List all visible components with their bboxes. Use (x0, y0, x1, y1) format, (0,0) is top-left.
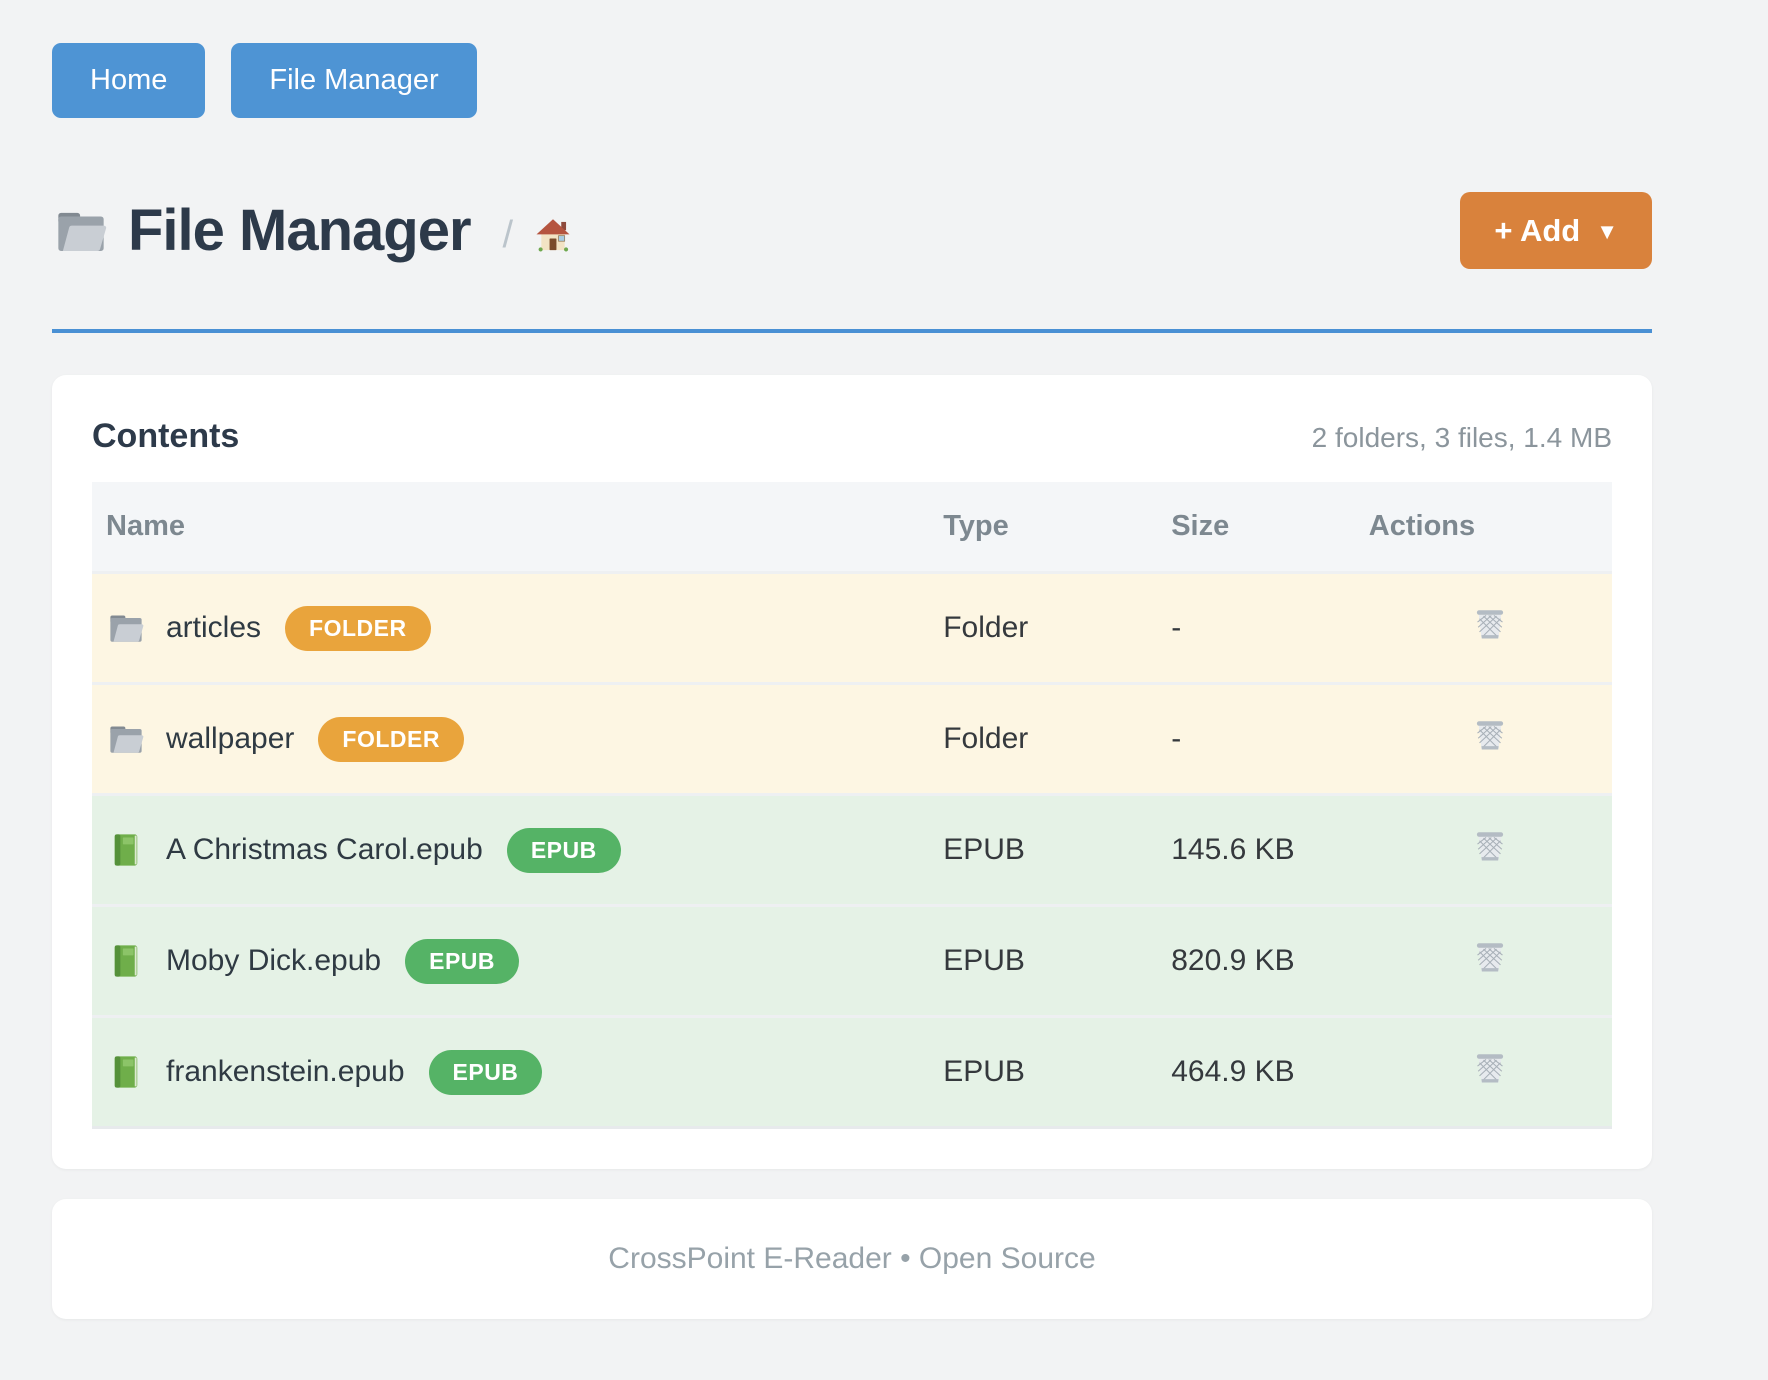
page-title: File Manager (128, 198, 472, 263)
trash-icon (1469, 603, 1511, 645)
delete-button[interactable] (1469, 603, 1511, 645)
contents-card: Contents 2 folders, 3 files, 1.4 MB Name… (52, 375, 1652, 1169)
add-button-label: + Add (1494, 212, 1581, 248)
folder-icon (106, 608, 146, 648)
item-size: 464.9 KB (1171, 1015, 1369, 1129)
item-name-link[interactable]: frankenstein.epub (166, 1055, 405, 1088)
delete-button[interactable] (1469, 825, 1511, 867)
column-header-type: Type (943, 482, 1172, 573)
contents-card-header: Contents 2 folders, 3 files, 1.4 MB (92, 417, 1612, 456)
delete-button[interactable] (1469, 1047, 1511, 1089)
type-badge: FOLDER (318, 716, 464, 762)
item-name-link[interactable]: articles (166, 611, 262, 644)
column-header-actions: Actions (1368, 482, 1612, 573)
item-size: - (1171, 682, 1369, 795)
footer-text: CrossPoint E-Reader • Open Source (608, 1242, 1096, 1275)
delete-button[interactable] (1469, 714, 1511, 756)
breadcrumb-separator: / (502, 214, 514, 256)
item-type: EPUB (943, 793, 1172, 906)
item-name-link[interactable]: wallpaper (166, 722, 295, 755)
top-nav: Home File Manager (52, 43, 1652, 118)
nav-file-manager-button[interactable]: File Manager (231, 43, 477, 118)
item-size: 145.6 KB (1171, 793, 1369, 906)
item-type: EPUB (943, 904, 1172, 1017)
contents-title: Contents (92, 417, 240, 455)
nav-home-button[interactable]: Home (52, 43, 206, 118)
table-row: wallpaper FOLDER Folder - (92, 682, 1612, 795)
book-icon (106, 830, 146, 870)
item-size: 820.9 KB (1171, 904, 1369, 1017)
page-content: Home File Manager File Manager / + Add ▼… (52, 0, 1652, 1319)
trash-icon (1469, 936, 1511, 978)
page-header: File Manager / + Add ▼ (52, 192, 1652, 269)
item-type: Folder (943, 682, 1172, 795)
delete-button[interactable] (1469, 936, 1511, 978)
book-icon (106, 1052, 146, 1092)
files-table: Name Type Size Actions articles FOLDER (92, 482, 1612, 1129)
trash-icon (1469, 825, 1511, 867)
table-row: Moby Dick.epub EPUB EPUB 820.9 KB (92, 904, 1612, 1017)
folder-icon (106, 719, 146, 759)
trash-icon (1469, 714, 1511, 756)
item-type: Folder (943, 571, 1172, 684)
type-badge: FOLDER (285, 605, 431, 651)
column-header-name: Name (92, 482, 944, 573)
chevron-down-icon: ▼ (1596, 219, 1618, 244)
item-name-link[interactable]: Moby Dick.epub (166, 944, 382, 977)
type-badge: EPUB (506, 827, 621, 873)
item-name-link[interactable]: A Christmas Carol.epub (166, 833, 483, 866)
accent-divider (52, 329, 1652, 333)
page-title-group: File Manager / (52, 197, 575, 264)
item-size: - (1171, 571, 1369, 684)
table-row: articles FOLDER Folder - (92, 571, 1612, 684)
add-button[interactable]: + Add ▼ (1460, 192, 1652, 269)
folder-icon (52, 202, 110, 260)
trash-icon (1469, 1047, 1511, 1089)
book-icon (106, 941, 146, 981)
contents-summary: 2 folders, 3 files, 1.4 MB (1311, 422, 1612, 453)
type-badge: EPUB (405, 938, 520, 984)
table-header-row: Name Type Size Actions (92, 482, 1612, 573)
item-type: EPUB (943, 1015, 1172, 1129)
column-header-size: Size (1171, 482, 1369, 573)
table-row: A Christmas Carol.epub EPUB EPUB 145.6 K… (92, 793, 1612, 906)
footer: CrossPoint E-Reader • Open Source (52, 1199, 1652, 1319)
type-badge: EPUB (428, 1049, 543, 1095)
home-icon[interactable] (531, 213, 575, 257)
table-row: frankenstein.epub EPUB EPUB 464.9 KB (92, 1015, 1612, 1129)
